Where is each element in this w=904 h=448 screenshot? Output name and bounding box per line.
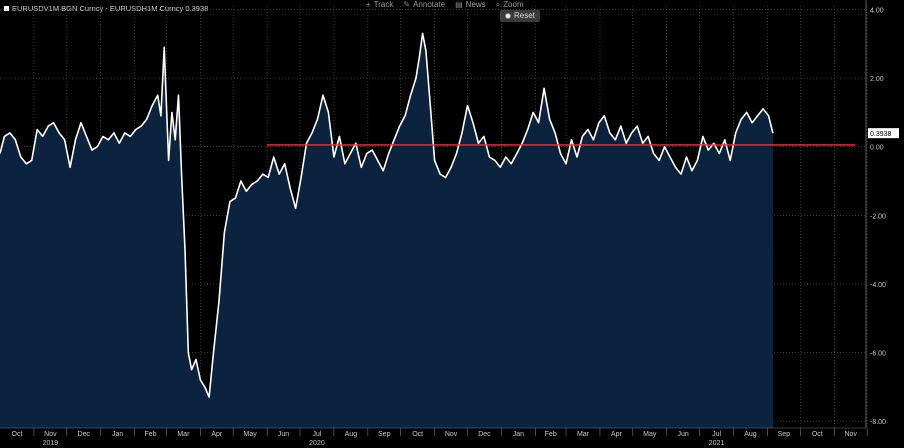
plot-area [0, 32, 856, 429]
series-line [0, 32, 774, 398]
x-tick-label: Apr [211, 431, 223, 438]
y-tick-label: -2.00 [870, 213, 886, 220]
x-tick-label: Nov [844, 431, 857, 438]
x-tick-label: Dec [478, 431, 491, 438]
last-value-box [868, 128, 899, 139]
x-tick-label: May [643, 431, 657, 438]
pencil-icon: ✎ [403, 0, 411, 9]
x-tick-label: Sep [778, 431, 791, 438]
annotate-button[interactable]: ✎ Annotate [403, 0, 445, 10]
reset-button[interactable]: Reset [500, 10, 540, 22]
x-tick-label: Nov [44, 431, 57, 438]
x-tick-label: May [244, 431, 258, 438]
zoom-label: Zoom [503, 0, 524, 9]
x-year-label: 2020 [309, 440, 325, 447]
y-tick-label: 4.00 [870, 7, 884, 14]
x-tick-label: Oct [412, 431, 423, 438]
reset-icon [505, 13, 511, 19]
y-tick-label: -4.00 [870, 282, 886, 289]
track-label: Track [373, 0, 394, 9]
x-tick-label: Jan [112, 431, 123, 438]
x-year-label: 2019 [43, 440, 59, 447]
track-button[interactable]: + Track [366, 0, 393, 10]
x-tick-label: Feb [545, 431, 557, 438]
x-tick-label: Jun [678, 431, 689, 438]
y-tick-label: 0.00 [870, 145, 884, 152]
zoom-button[interactable]: ⌕ Zoom [496, 0, 524, 10]
x-tick-label: Jul [312, 431, 321, 438]
legend-text: EURUSDV1M BGN Curncy - EURUSDH1M Curncy … [12, 4, 209, 13]
x-tick-label: Dec [78, 431, 91, 438]
x-tick-label: Jun [278, 431, 289, 438]
chart-legend: EURUSDV1M BGN Curncy - EURUSDH1M Curncy … [4, 4, 208, 13]
y-tick-label: -8.00 [870, 419, 886, 426]
crosshair-icon: + [366, 0, 371, 9]
x-tick-label: Oct [812, 431, 823, 438]
x-tick-label: Aug [345, 431, 358, 438]
news-icon: ▤ [455, 0, 463, 9]
x-tick-label: Mar [177, 431, 190, 438]
grid [0, 6, 868, 428]
y-tick-label: -6.00 [870, 351, 886, 358]
y-axis: 4.00 2.00 0.00 -2.00 -4.00 -6.00 -8.00 0.3938 [865, 0, 899, 428]
x-tick-label: Sep [378, 431, 391, 438]
last-value-label: 0.3938 [870, 131, 892, 138]
chart-toolbar: + Track ✎ Annotate ▤ News ⌕ Zoom [366, 0, 524, 10]
annotate-label: Annotate [413, 0, 446, 9]
x-tick-label: Nov [445, 431, 458, 438]
legend-swatch [4, 6, 9, 11]
x-tick-label: Apr [611, 431, 623, 438]
series-area [0, 33, 773, 429]
x-tick-label: Aug [744, 431, 757, 438]
x-tick-label: Oct [12, 431, 23, 438]
x-axis: Oct Nov Dec Jan Feb Mar Apr May Jun Jul Aug Sep Oct N… [0, 427, 868, 447]
reset-label: Reset [514, 11, 535, 20]
x-tick-label: Mar [577, 431, 590, 438]
x-tick-label: Jul [712, 431, 721, 438]
x-year-label: 2021 [709, 440, 725, 447]
magnifier-icon: ⌕ [495, 0, 501, 9]
y-tick-label: 2.00 [870, 76, 884, 83]
x-tick-label: Feb [145, 431, 157, 438]
news-button[interactable]: ▤ News [455, 0, 486, 10]
x-tick-label: Jan [513, 431, 524, 438]
news-label: News [465, 0, 486, 9]
